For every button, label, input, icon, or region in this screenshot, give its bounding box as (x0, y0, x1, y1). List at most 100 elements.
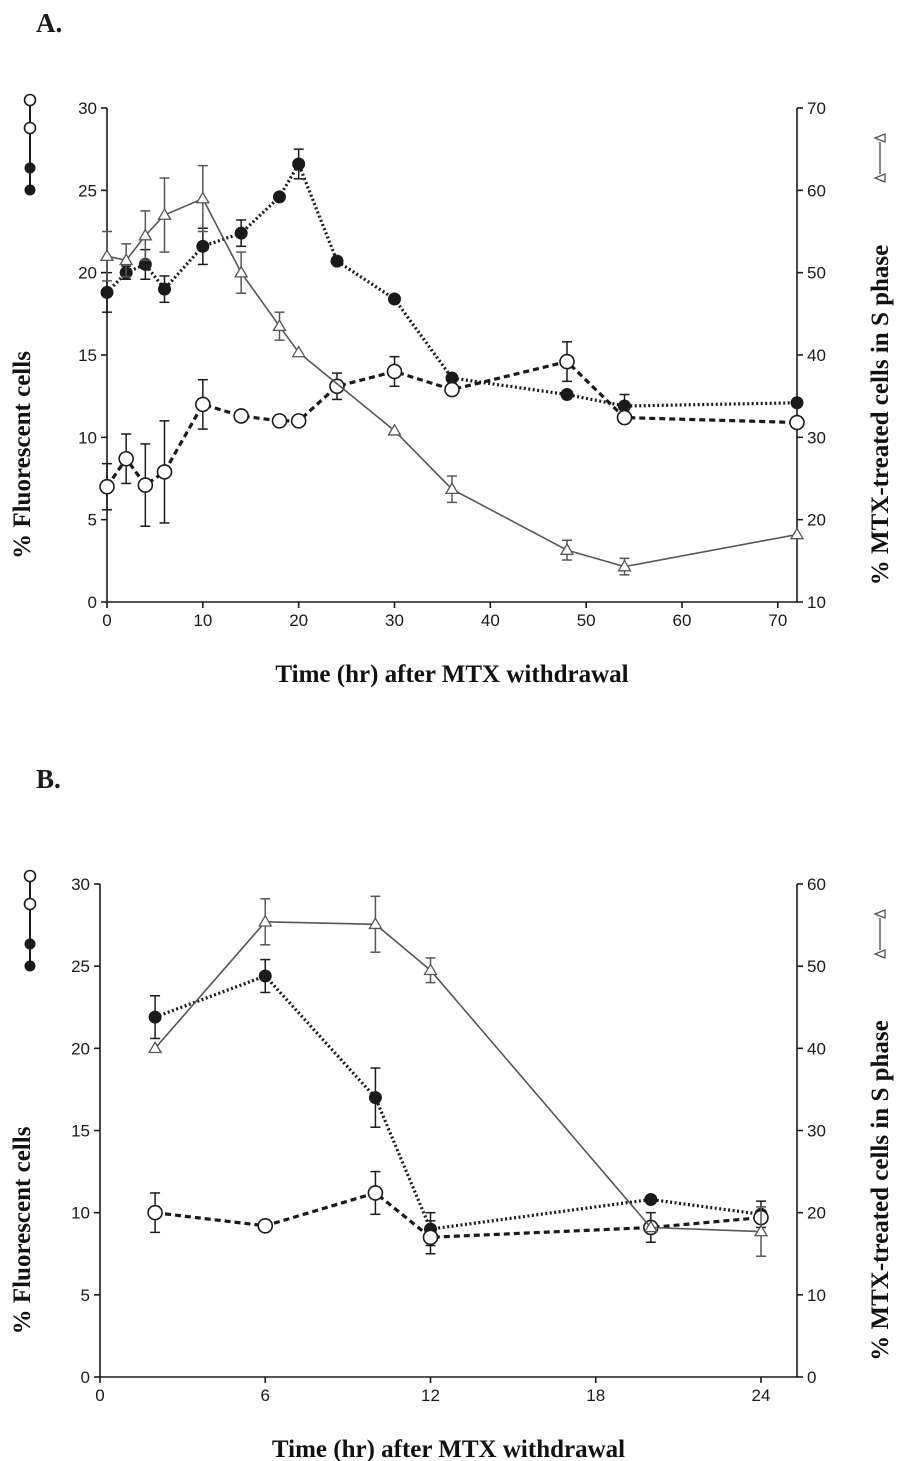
panel-a-filled-circle-point (330, 254, 344, 268)
panel-b-right-tick-label: 20 (807, 1204, 826, 1223)
panel-b-open-circle-point (422, 1229, 439, 1246)
panel-a-open-circle-point (233, 408, 249, 424)
panel-a-open-circle-point (444, 381, 460, 398)
panel-a-legend-filled-marker (24, 184, 36, 196)
panel-a-left-tick-label: 15 (78, 346, 97, 365)
panel-a-left-tick-label: 5 (88, 511, 97, 530)
panel-b-legend-filled-marker (24, 938, 36, 950)
panel-a-filled-circle-point (445, 371, 459, 385)
panel-a-open-circle-point (616, 409, 633, 426)
panel-a-open-circle-point (329, 378, 345, 395)
panel-b-x-tick-label: 0 (95, 1386, 104, 1405)
panel-b-open-circle-point (147, 1204, 163, 1221)
panel-b-left-tick-label: 10 (71, 1204, 90, 1223)
panel-a-left-axis-title: % Fluorescent cells (9, 351, 36, 559)
panel-b-left-tick-label: 30 (71, 875, 90, 894)
panel-a-left-tick-label: 10 (78, 428, 97, 447)
panel-b-filled-circle-point (644, 1193, 658, 1207)
panel-a-legend-triangle-marker (873, 173, 886, 183)
panel-b-open-circle-point (367, 1185, 384, 1201)
panel-b-left-tick-label: 15 (71, 1122, 90, 1141)
panel-b-triangle-point (643, 1220, 658, 1233)
panel-b-filled-circle-point (148, 1010, 162, 1024)
panel-a-open-circle-point (99, 478, 115, 495)
panel-b-right-axis-title: % MTX-treated cells in S phase (867, 1020, 894, 1361)
panel-a-triangle-point (157, 207, 172, 220)
panel-b-open-circle-series-line (154, 1191, 762, 1239)
panel-b-left-tick-label: 0 (81, 1368, 90, 1387)
panel-a-filled-circle-point (158, 282, 171, 296)
panel-a-triangle-point (617, 559, 632, 572)
panel-a-x-tick-label: 50 (577, 611, 596, 630)
panel-a-right-tick-label: 20 (807, 511, 826, 530)
panel-b-right-tick-label: 60 (807, 875, 826, 894)
panel-a-triangle-point (99, 248, 115, 262)
panel-a-filled-circle-point (790, 396, 804, 410)
panel-a-filled-circle-point (138, 257, 152, 271)
panel-a-right-tick-label: 40 (807, 346, 826, 365)
panel-b-legend-open-marker (23, 897, 37, 911)
panel-a-left-tick-label: 0 (88, 593, 97, 612)
panel-b-open-circle-point (257, 1218, 274, 1234)
panel-a-open-circle-point (290, 413, 307, 429)
panel-a-x-axis-title: Time (hr) after MTX withdrawal (275, 661, 628, 688)
panel-a-open-circle-point (137, 477, 154, 493)
panel-a-triangle-point (444, 481, 460, 495)
panel-b-triangle-point (368, 916, 383, 930)
panel-b-triangle-point (753, 1224, 769, 1237)
panel-a-filled-circle-series-line (105, 160, 798, 408)
panel-a-label: A. (36, 8, 63, 38)
panel-a-triangle-point (138, 228, 153, 241)
panel-b-right-tick-label: 0 (807, 1368, 816, 1387)
panel-a-x-tick-label: 40 (481, 611, 500, 630)
panel-a-triangle-point (195, 191, 210, 204)
panel-a-legend-open-marker (23, 121, 37, 135)
panel-b-left-tick-label: 25 (71, 957, 90, 976)
panel-a-open-circle-point (118, 450, 134, 467)
panel-a-open-circle-point (386, 363, 403, 380)
panel-b-right-tick-label: 30 (807, 1122, 826, 1141)
panel-a-open-circle-point (156, 464, 173, 480)
panel-b-x-tick-label: 24 (752, 1386, 771, 1405)
panel-b-filled-circle-point (368, 1091, 382, 1105)
panel-b-filled-circle-point (258, 969, 272, 983)
panel-a-filled-circle-point (196, 239, 210, 253)
panel-a-triangle-point (789, 527, 805, 540)
panel-a-left-tick-label: 30 (78, 99, 97, 118)
panel-a-x-tick-label: 10 (193, 611, 212, 630)
panel-b-label: B. (36, 764, 61, 794)
panel-a-filled-circle-point (388, 292, 401, 306)
panel-a-x-tick-label: 20 (289, 611, 308, 630)
panel-b-x-tick-label: 18 (586, 1386, 605, 1405)
panel-b-left-axis-title: % Fluorescent cells (9, 1126, 36, 1334)
panel-b-triangle-series-line (154, 920, 762, 1233)
panel-a-right-tick-label: 60 (807, 181, 826, 200)
panel-a-filled-circle-point (560, 388, 574, 402)
panel-a-left-tick-label: 20 (78, 264, 97, 283)
panel-a-filled-circle-point (273, 190, 286, 204)
panel-a-left-tick-label: 25 (78, 181, 97, 200)
panel-a-x-tick-label: 30 (385, 611, 404, 630)
panel-a-right-tick-label: 30 (807, 428, 826, 447)
panel-a-filled-circle-point (618, 399, 631, 413)
panel-b-x-axis-title: Time (hr) after MTX withdrawal (272, 1436, 625, 1461)
panel-b-right-tick-label: 50 (807, 957, 826, 976)
panel-a-x-tick-label: 0 (102, 611, 111, 630)
panel-b-filled-circle-series-line (154, 974, 762, 1231)
panel-a-filled-circle-point (292, 157, 306, 171)
panel-a-x-tick-label: 70 (768, 611, 787, 630)
panel-a-legend-open-marker (23, 93, 37, 107)
panel-a-x-tick-label: 60 (673, 611, 692, 630)
panel-a-triangle-point (272, 318, 287, 332)
panel-b-x-tick-label: 12 (421, 1386, 440, 1405)
panel-a-triangle-point (291, 345, 306, 358)
panel-a-right-tick-label: 50 (807, 264, 826, 283)
panel-b-right-tick-label: 40 (807, 1039, 826, 1058)
panel-a-open-circle-point (195, 396, 211, 413)
panel-a-legend-filled-marker (24, 162, 36, 174)
panel-b-legend-triangle-marker (873, 909, 886, 919)
panel-b-legend-triangle-marker (873, 949, 886, 959)
panel-a-triangle-point (234, 265, 249, 278)
panel-b-legend-filled-marker (24, 960, 36, 972)
panel-b-triangle-point (423, 962, 438, 976)
